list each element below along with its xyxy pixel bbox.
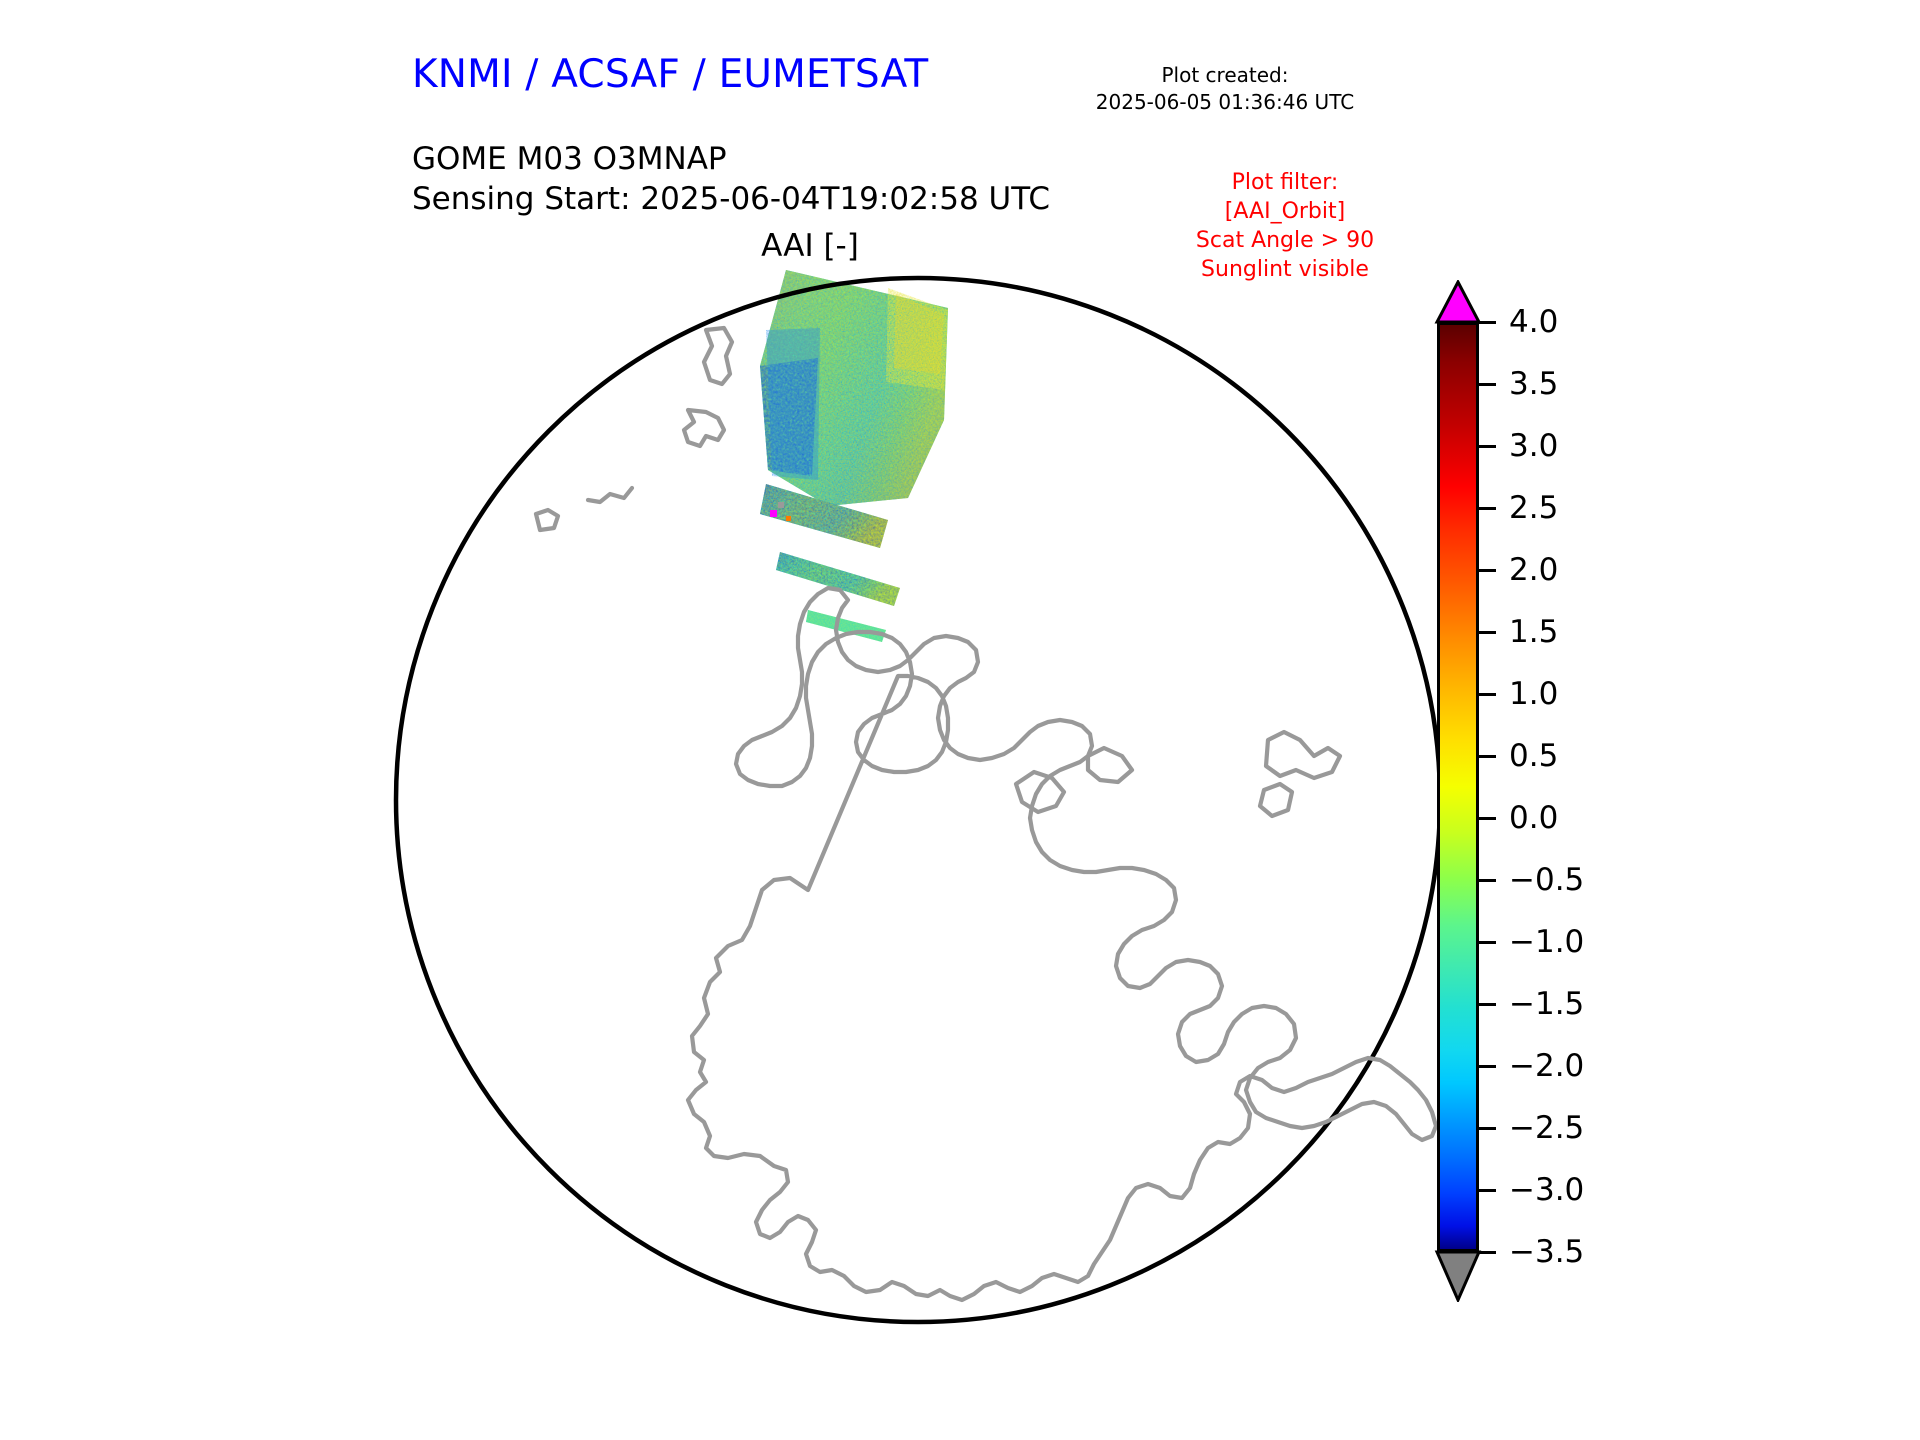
plot-filter-line-0: [AAI_Orbit] — [1224, 199, 1346, 225]
plot-filter-line-2: Sunglint visible — [1201, 257, 1369, 283]
sensing-start: Sensing Start: 2025-06-04T19:02:58 UTC — [412, 180, 1050, 217]
colorbar-tick — [1479, 816, 1496, 820]
plot-filter-title: Plot filter: — [1231, 170, 1339, 195]
plot-filter-block: Plot filter: [AAI_Orbit] Scat Angle > 90… — [1120, 168, 1450, 284]
colorbar-tick — [1479, 382, 1496, 386]
colorbar-tick — [1479, 1188, 1496, 1192]
colorbar-tick-label: 1.0 — [1509, 676, 1559, 712]
colorbar-tick-label: −2.0 — [1509, 1048, 1585, 1084]
colorbar-over-range-arrow — [1434, 280, 1482, 324]
colorbar-gradient[interactable] — [1437, 322, 1479, 1252]
colorbar-tick — [1479, 1002, 1496, 1006]
colorbar-tick-label: −3.5 — [1509, 1234, 1585, 1270]
colorbar-tick-label: 4.0 — [1509, 304, 1559, 340]
colorbar-tick — [1479, 1126, 1496, 1130]
colorbar-tick-label: −1.5 — [1509, 986, 1585, 1022]
colorbar-tick — [1479, 754, 1496, 758]
colorbar-tick-label: −3.0 — [1509, 1172, 1585, 1208]
colorbar-tick — [1479, 506, 1496, 510]
aai-data-swath — [760, 270, 948, 642]
plot-title: AAI [-] — [761, 228, 859, 264]
colorbar-tick-label: 1.5 — [1509, 614, 1559, 650]
dataset-name: GOME M03 O3MNAP — [412, 141, 727, 177]
colorbar-tick-label: 2.0 — [1509, 552, 1559, 588]
plot-created-label: Plot created: — [1161, 63, 1289, 87]
colorbar-tick-label: 3.0 — [1509, 428, 1559, 464]
colorbar-tick-label: 3.5 — [1509, 366, 1559, 402]
colorbar-tick — [1479, 444, 1496, 448]
colorbar-tick-label: 0.5 — [1509, 738, 1559, 774]
plot-created-timestamp: 2025-06-05 01:36:46 UTC — [1095, 89, 1355, 114]
colorbar-tick — [1479, 1064, 1496, 1068]
coastline-layer — [533, 325, 1439, 1303]
colorbar-tick-label: −1.0 — [1509, 924, 1585, 960]
colorbar-tick — [1479, 940, 1496, 944]
colorbar-tick — [1479, 320, 1496, 324]
colorbar-tick-label: 0.0 — [1509, 800, 1559, 836]
colorbar-tick — [1479, 1250, 1496, 1254]
map-svg — [393, 270, 1443, 1325]
colorbar-tick — [1479, 630, 1496, 634]
colorbar-tick — [1479, 692, 1496, 696]
colorbar-tick — [1479, 568, 1496, 572]
colorbar-tick-label: −2.5 — [1509, 1110, 1585, 1146]
colorbar-tick — [1479, 878, 1496, 882]
colorbar-tick-label: 2.5 — [1509, 490, 1559, 526]
plot-filter-line-1: Scat Angle > 90 — [1195, 228, 1375, 254]
colorbar[interactable]: 4.0 3.5 3.0 2.5 2.0 1.5 1.0 0.5 0.0 −0.5 −1.0 −1.5 −… — [1434, 280, 1857, 1312]
plot-created-block: Plot created: 2025-06-05 01:36:46 UTC — [1000, 62, 1450, 115]
colorbar-under-range-arrow — [1434, 1250, 1482, 1302]
dataset-info-block: GOME M03 O3MNAP Sensing Start: 2025-06-0… — [412, 140, 1050, 219]
antarctica-overlay — [388, 270, 1448, 1330]
colorbar-tick-label: −0.5 — [1509, 862, 1585, 898]
organisation-title: KNMI / ACSAF / EUMETSAT — [412, 52, 929, 97]
polar-map — [388, 270, 1448, 1330]
